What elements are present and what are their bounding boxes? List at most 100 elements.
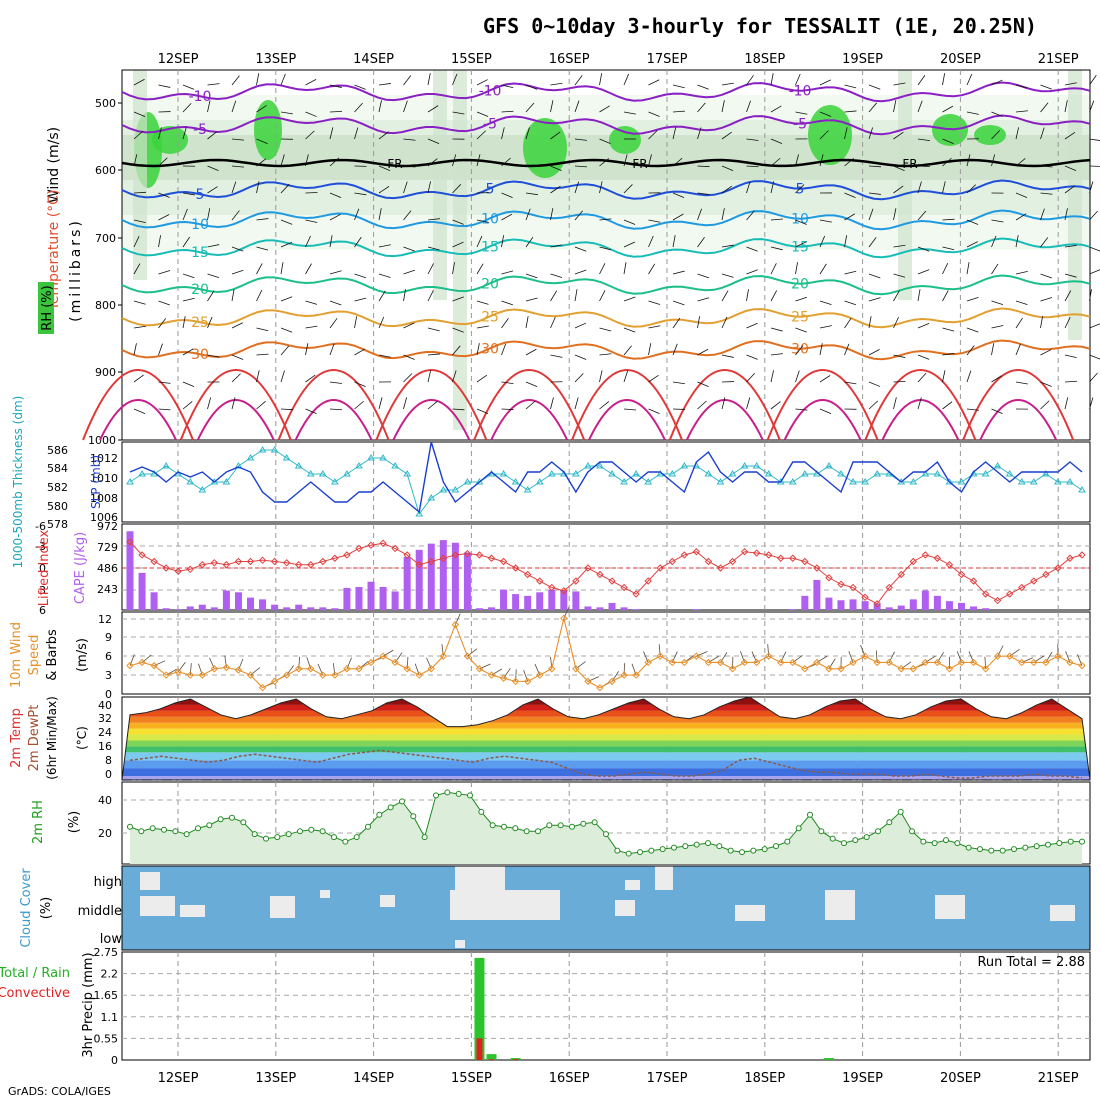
wind-panel-labels: 10m Wind Speed & Barbs (m/s): [9, 622, 90, 688]
thickness-line: [130, 450, 1082, 514]
temp-color-band: [122, 746, 1090, 752]
thickness-tick-label: 582: [47, 481, 68, 494]
rh-line-point: [728, 848, 733, 853]
precip-tick-label: 2.75: [94, 946, 119, 959]
cloud-block: [935, 895, 965, 919]
cape-bar: [355, 587, 362, 610]
cape-bar: [235, 592, 242, 610]
rh-line-point: [252, 832, 257, 837]
isotherm-label: 30: [481, 341, 499, 357]
isotherm-label: -5: [483, 116, 497, 132]
cape-bar: [259, 599, 266, 610]
cape-bar: [837, 600, 844, 610]
isotherm-label: 20: [791, 277, 809, 293]
cape-tick-label: 729: [97, 541, 118, 554]
panel-frame: [122, 442, 1090, 522]
cape-bar: [500, 590, 507, 610]
isotherm-label: -5: [793, 117, 807, 133]
thickness-tick-label: 586: [47, 444, 68, 457]
cloud-block: [455, 940, 465, 948]
cape-bar: [958, 603, 965, 610]
cape-bar: [789, 609, 796, 610]
rh-line-point: [932, 841, 937, 846]
wind-barb: [1090, 139, 1100, 141]
rh-line-point: [1068, 839, 1073, 844]
isotherm-label: -10: [189, 89, 212, 105]
rh-line-point: [762, 847, 767, 852]
date-label-bottom: 17SEP: [647, 1071, 688, 1086]
rh-moist-area: [523, 118, 567, 178]
panel-frame: [122, 524, 1090, 610]
cape-bar: [596, 607, 603, 610]
freezing-level-label: FR: [632, 157, 647, 171]
rh-line-point: [649, 848, 654, 853]
panel-frame: [122, 952, 1090, 1060]
date-label-top: 21SEP: [1038, 52, 1079, 67]
isotherm-label: 20: [481, 276, 499, 292]
cloud-panel-labels: Cloud Cover (%): [19, 868, 54, 948]
isotherm-label: 5: [796, 182, 805, 198]
temp-panel-labels: 2m Temp 2m DewPt (6hr Min/Max) (°C): [9, 696, 89, 780]
rh-line-point: [411, 814, 416, 819]
cloud-block: [455, 866, 505, 892]
rh-moist-area: [152, 126, 188, 154]
temp-color-band: [122, 752, 1090, 760]
rh-line-point: [604, 832, 609, 837]
wind-tick-label: 12: [98, 613, 112, 626]
cape-bar: [825, 598, 832, 610]
isotherm-label: 25: [191, 315, 209, 331]
rh-line-point: [230, 815, 235, 820]
rh-line-point: [978, 847, 983, 852]
rh-line-point: [456, 791, 461, 796]
precip-axis-label: 3hr Precip (mm): [81, 952, 96, 1057]
rh-moist-area: [609, 126, 641, 154]
cloud-level-label: middle: [78, 904, 122, 919]
cape-bar: [898, 606, 905, 610]
cape-bar: [247, 598, 254, 610]
cape-bar: [199, 605, 206, 610]
rh-line-point: [910, 829, 915, 834]
rh-line-point: [774, 844, 779, 849]
cape-bar: [488, 607, 495, 610]
rh-line-point: [672, 845, 677, 850]
temp-label-1: 2m Temp: [9, 708, 24, 768]
cape-bar: [139, 573, 146, 610]
rh-line-point: [830, 836, 835, 841]
rh-line-point: [796, 826, 801, 831]
cloud-block: [380, 895, 395, 907]
date-label-top: 19SEP: [842, 52, 883, 67]
rh-area: [130, 792, 1082, 864]
isotherm-label: 10: [191, 217, 209, 233]
pressure-tick-label: 900: [95, 366, 116, 379]
rh-line-point: [989, 848, 994, 853]
isotherm-label: 10: [481, 211, 499, 227]
cape-bar: [982, 608, 989, 610]
wind-barb: [306, 192, 318, 193]
rh-line-point: [1000, 848, 1005, 853]
date-label-bottom: 20SEP: [940, 1071, 981, 1086]
precip-total-bar: [824, 1058, 834, 1060]
rh-line-point: [819, 829, 824, 834]
cape-bar: [283, 607, 290, 610]
rh-line-point: [615, 848, 620, 853]
rh-line-point: [422, 835, 427, 840]
wind-tick-label: 9: [105, 631, 112, 644]
cape-bar: [572, 591, 579, 610]
millibars-axis-label: (millibars): [68, 218, 84, 322]
pressure-tick-label: 600: [95, 164, 116, 177]
rh-level: [122, 782, 1090, 819]
rh-line-point: [717, 844, 722, 849]
cloud-block: [140, 896, 175, 916]
rh-line-point: [184, 832, 189, 837]
wind-barb: [1090, 247, 1100, 251]
rh-line-point: [536, 829, 541, 834]
rh-line-point: [264, 836, 269, 841]
temp-tick-label: 0: [105, 768, 112, 781]
rh-line-point: [921, 839, 926, 844]
